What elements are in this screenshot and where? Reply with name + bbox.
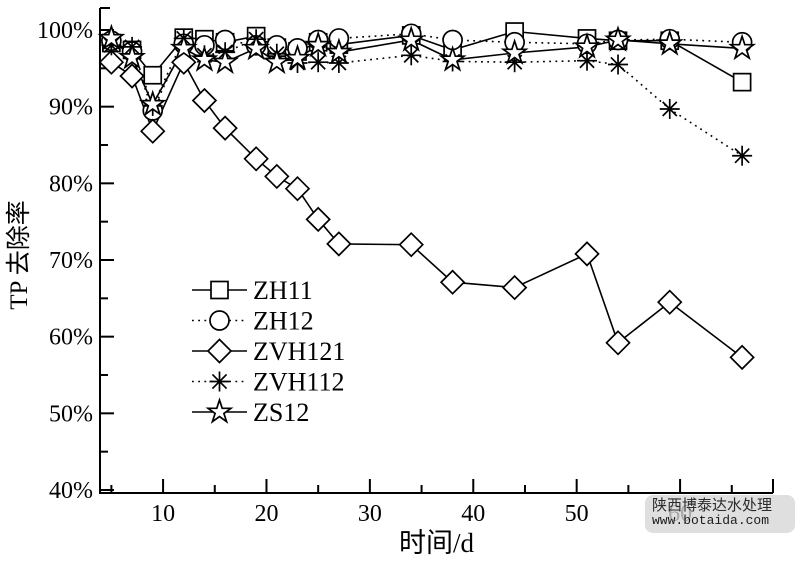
square-marker (143, 65, 163, 85)
star-marker (138, 89, 167, 117)
legend-item-ZS12: ZS12 (192, 397, 309, 427)
legend-item-ZH12: ZH12 (192, 307, 314, 336)
star-marker (169, 33, 198, 61)
star-marker (655, 29, 684, 56)
x-tick-label: 20 (254, 501, 278, 527)
star-marker (117, 42, 147, 70)
diamond-marker (206, 338, 233, 364)
tick-labels: 40%50%60%70%80%90%100%102030405060 (37, 18, 692, 527)
legend-label: ZH12 (253, 307, 314, 336)
diamond-marker (140, 118, 166, 144)
watermark-company: 陕西博泰达水处理 (652, 497, 773, 514)
legend-label: ZVH112 (253, 368, 344, 397)
star-marker (242, 33, 271, 61)
y-tick-label: 40% (49, 478, 93, 504)
star-marker (190, 45, 219, 72)
legend-label: ZVH121 (253, 337, 345, 366)
legend-label: ZH11 (253, 276, 313, 305)
diamond-marker (264, 163, 290, 190)
series-line-ZVH121 (110, 60, 743, 359)
diamond-marker (171, 49, 197, 75)
axes (99, 7, 774, 494)
asterisk-marker (732, 145, 753, 166)
axis-lines (99, 8, 773, 494)
y-tick-label: 100% (37, 18, 93, 44)
diamond-marker (284, 175, 311, 202)
legend-item-ZVH121: ZVH121 (192, 337, 345, 366)
diamond-marker (501, 274, 528, 301)
watermark-url: www.botaida.com (652, 513, 770, 529)
diamond-marker (605, 330, 631, 356)
asterisk-marker (401, 45, 422, 66)
star-marker (205, 397, 234, 424)
x-tick-label: 40 (461, 501, 485, 527)
legend-label: ZS12 (253, 398, 309, 427)
x-tick-label: 10 (151, 501, 175, 527)
legend-item-ZVH112: ZVH112 (192, 368, 344, 397)
ticks (100, 29, 733, 493)
watermark: 陕西博泰达水处理 www.botaida.com (645, 495, 795, 533)
diamond-marker (119, 63, 145, 89)
asterisk-marker (659, 98, 680, 119)
legend-item-ZH11: ZH11 (192, 276, 313, 305)
diamond-marker (657, 289, 683, 315)
star-marker (397, 25, 426, 52)
circle-marker (209, 310, 230, 331)
diamond-marker (191, 87, 218, 114)
asterisk-marker (608, 54, 629, 75)
star-marker (500, 38, 529, 65)
diamond-marker (305, 206, 331, 233)
asterisk-marker (308, 52, 329, 73)
series-lines (110, 30, 743, 359)
star-marker (438, 45, 467, 72)
star-marker (211, 47, 240, 75)
y-tick-label: 70% (49, 248, 93, 274)
star-marker (304, 30, 333, 58)
star-marker (324, 37, 353, 65)
y-tick-label: 50% (49, 401, 93, 427)
square-marker (732, 72, 752, 92)
diamond-marker (398, 231, 424, 258)
x-tick-label: 30 (358, 501, 382, 527)
y-tick-label: 90% (49, 95, 93, 121)
x-tick-label: 50 (565, 501, 589, 527)
star-marker (283, 43, 312, 71)
star-marker (604, 25, 632, 52)
diamond-marker (439, 269, 466, 295)
diamond-marker (98, 49, 125, 75)
series-markers-ZVH121 (98, 49, 755, 371)
asterisk-marker (209, 371, 230, 392)
star-marker (262, 47, 291, 75)
diamond-marker (326, 231, 352, 257)
y-tick-label: 60% (49, 325, 93, 351)
x-axis-title: 时间/d (399, 528, 475, 558)
diamond-marker (729, 344, 755, 371)
y-tick-label: 80% (49, 171, 93, 197)
star-marker (97, 23, 126, 51)
diamond-marker (574, 241, 600, 267)
series-markers-ZS12 (97, 23, 757, 117)
square-marker (210, 280, 229, 300)
diamond-marker (212, 115, 238, 141)
star-marker (728, 33, 757, 61)
y-axis-title: TP 去除率 (5, 200, 33, 310)
star-marker (573, 32, 601, 59)
diamond-marker (243, 146, 269, 172)
